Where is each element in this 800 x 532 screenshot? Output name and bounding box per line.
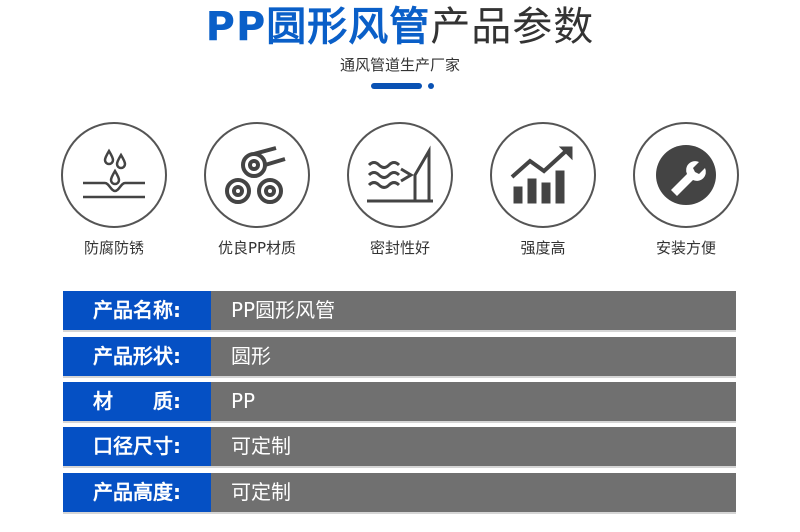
wrench-icon [656,145,716,205]
seal-wave-icon [367,145,433,203]
spec-key: 产品形状: [63,337,211,376]
spec-key: 口径尺寸: [63,427,211,466]
spec-value: PP [211,382,736,421]
feature-strength: 强度高 [490,122,596,257]
bar-chart-growth-icon [510,146,573,204]
feature-label: 强度高 [520,239,566,257]
divider-bar [371,83,422,89]
feature-label: 防腐防锈 [83,239,144,257]
spec-row: 产品高度: 可定制 [63,473,736,514]
divider-dot [428,83,434,89]
spec-row: 材 质: PP [63,382,736,423]
feature-label: 优良PP材质 [217,239,297,257]
feature-material: 优良PP材质 [204,122,310,257]
title-rest: 产品参数 [430,4,595,50]
spec-row: 口径尺寸: 可定制 [63,427,736,468]
feature-seal: 密封性好 [347,122,453,257]
feature-label: 安装方便 [655,239,716,257]
spec-row: 产品名称: PP圆形风管 [63,291,736,332]
spec-row: 产品形状: 圆形 [63,337,736,378]
spec-value: 可定制 [211,427,736,466]
title-highlight: PP圆形风管 [205,4,431,50]
spec-value: PP圆形风管 [211,291,736,330]
spec-value: 可定制 [211,473,736,512]
pipes-icon [225,146,286,204]
feature-label: 密封性好 [369,239,430,257]
water-drop-icon [83,148,145,199]
feature-corrosion: 防腐防锈 [61,122,167,257]
spec-value: 圆形 [211,337,736,376]
spec-key: 产品高度: [63,473,211,512]
subtitle: 通风管道生产厂家 [339,56,460,74]
spec-key: 产品名称: [63,291,211,330]
feature-install: 安装方便 [633,122,739,257]
page-title: PP圆形风管产品参数 [0,2,800,52]
spec-key: 材 质: [63,382,211,421]
